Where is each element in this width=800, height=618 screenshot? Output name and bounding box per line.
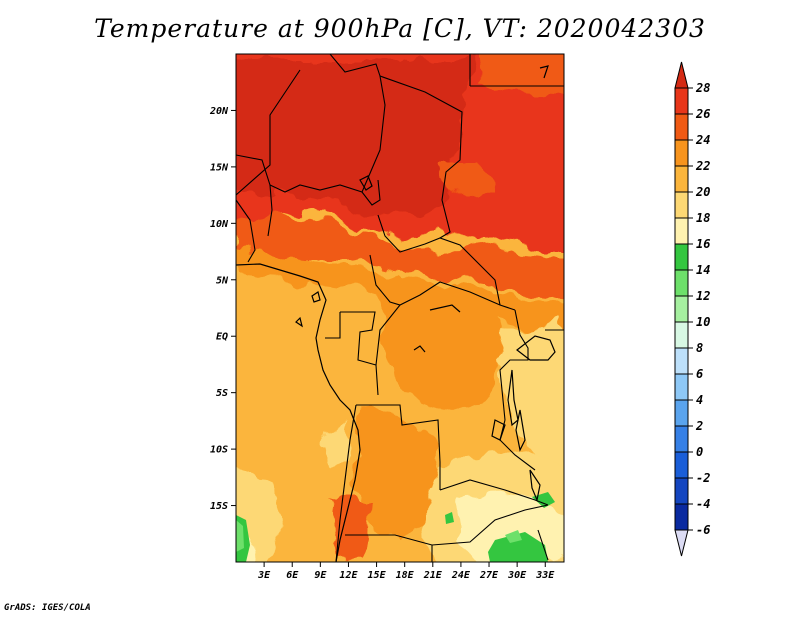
lon-tick-label: 18E [396,570,415,581]
coastline [236,65,556,562]
colorbar-swatch [674,165,689,193]
lat-tick-label: 15S [210,501,228,512]
colorbar-swatch [674,347,689,375]
colorbar-label: 24 [695,133,710,147]
temperature-field [236,54,564,562]
lat-tick-label: 15N [210,162,229,173]
colorbar-swatch [674,269,689,297]
chart-title: Temperature at 900hPa [C], VT: 202004230… [94,14,706,43]
colorbar-swatch [674,217,689,245]
colorbar-swatch [674,139,689,167]
lon-tick-label: 33E [535,570,555,581]
colorbar-label: -6 [696,523,710,537]
colorbar-swatch [674,321,689,349]
lon-tick-label: 12E [339,570,358,581]
colorbar-swatch [674,503,689,531]
colorbar-label: 18 [696,211,710,225]
colorbar-top-arrow [674,61,689,89]
colorbar-swatch [674,191,689,219]
lon-tick-label: 30E [507,570,527,581]
longitude-axis: 3E 6E 9E 12E 15E 18E 21E 24E 27E 30E 33E [257,562,555,581]
lon-tick-label: 9E [314,570,327,581]
colorbar-swatch [674,113,689,141]
lat-tick-label: 5N [216,275,229,286]
colorbar-label: 28 [695,81,710,95]
colorbar-label: 8 [696,341,703,355]
lon-tick-label: 3E [257,570,271,581]
colorbar-swatch [674,295,689,323]
colorbar-label: -4 [696,497,710,511]
colorbar-swatch [674,87,689,115]
colorbar-swatch [674,399,689,427]
colorbar-label: 2 [695,419,703,433]
colorbar-label: 14 [696,263,710,277]
colorbar-swatch [674,243,689,271]
map-frame [235,53,565,563]
colorbar-label: 10 [696,315,710,329]
colorbar-label: 4 [696,393,703,407]
colorbar-swatch [674,373,689,401]
colorbar-label: 6 [696,367,703,381]
lat-tick-label: 20N [209,106,229,117]
grads-credit: GrADS: IGES/COLA [4,603,91,613]
colorbar-bottom-arrow [674,529,689,557]
lon-tick-label: 27E [479,570,499,581]
colorbar-label: 26 [695,107,710,121]
colorbar-label: -2 [696,471,710,485]
colorbar-swatch [674,425,689,453]
lon-tick-label: 24E [451,570,471,581]
latitude-axis: 20N 15N 10N 5N EQ 5S 10S 15S [209,106,236,512]
lon-tick-label: 6E [286,570,299,581]
lon-tick-label: 15E [368,570,387,581]
lat-tick-label: 10N [210,219,229,230]
lat-tick-label: 5S [216,388,228,399]
colorbar-swatch [674,477,689,505]
colorbar-label: 20 [695,185,710,199]
colorbar-label: 0 [696,445,703,459]
lat-tick-label: 10S [210,445,228,456]
colorbar-swatch [674,451,689,479]
lat-tick-label: EQ [216,332,228,343]
lon-tick-label: 21E [423,570,443,581]
colorbar-label: 16 [696,237,710,251]
colorbar-label: 12 [696,289,710,303]
country-borders [236,54,564,562]
colorbar-label: 22 [695,159,710,173]
